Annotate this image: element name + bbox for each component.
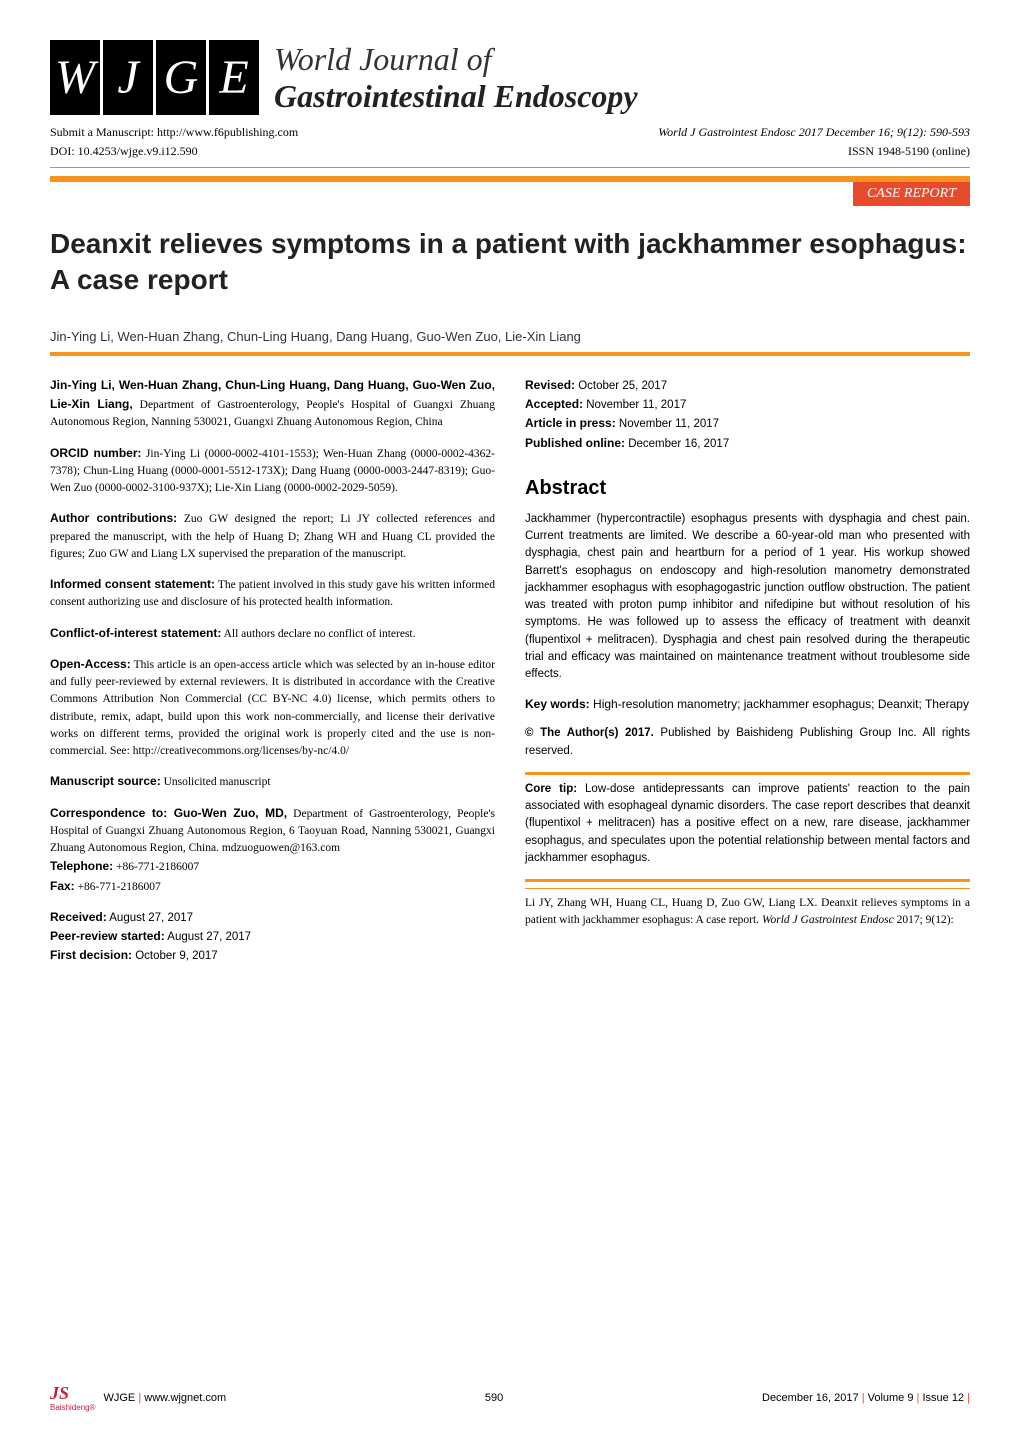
openaccess-block: Open-Access: This article is an open-acc… — [50, 655, 495, 761]
logo-letter: E — [209, 40, 259, 115]
publisher-logo: JS Baishideng® — [50, 1383, 95, 1412]
conflict-block: Conflict-of-interest statement: All auth… — [50, 624, 495, 643]
inpress-label: Article in press: — [525, 416, 616, 430]
logo-letter: J — [103, 40, 153, 115]
article-title: Deanxit relieves symptoms in a patient w… — [50, 226, 970, 299]
dates-block-right: Revised: October 25, 2017 Accepted: Nove… — [525, 376, 970, 453]
keywords-text: High-resolution manometry; jackhammer es… — [590, 697, 969, 711]
ms-source-label: Manuscript source: — [50, 774, 161, 788]
decision-label: First decision: — [50, 948, 132, 962]
received-label: Received: — [50, 910, 107, 924]
footer-journal: WJGE | www.wjgnet.com — [103, 1392, 226, 1404]
correspondence-block: Correspondence to: Guo-Wen Zuo, MD, Depa… — [50, 804, 495, 896]
citation-block: Li JY, Zhang WH, Huang CL, Huang D, Zuo … — [525, 895, 970, 930]
coretip-text: Low-dose antidepressants can improve pat… — [525, 783, 970, 864]
published-label: Published online: — [525, 436, 625, 450]
orcid-label: ORCID number: — [50, 446, 142, 460]
title-divider — [50, 352, 970, 356]
keywords-label: Key words: — [525, 697, 590, 711]
revised-text: October 25, 2017 — [575, 380, 667, 392]
openaccess-label: Open-Access: — [50, 657, 131, 671]
meta-row-2: DOI: 10.4253/wjge.v9.i12.590 ISSN 1948-5… — [50, 144, 970, 159]
meta-row-1: Submit a Manuscript: http://www.f6publis… — [50, 125, 970, 140]
right-column: Revised: October 25, 2017 Accepted: Nove… — [525, 376, 970, 966]
copyright-block: © The Author(s) 2017. Published by Baish… — [525, 725, 970, 760]
publisher-brand: Baishideng® — [50, 1403, 95, 1412]
conflict-text: All authors declare no conflict of inter… — [221, 628, 415, 640]
decision-text: October 9, 2017 — [132, 950, 218, 962]
article-type-text: CASE REPORT — [853, 182, 970, 206]
footer-left: JS Baishideng® WJGE | www.wjgnet.com — [50, 1383, 226, 1412]
fax-text: +86-771-2186007 — [75, 881, 161, 893]
page-number: 590 — [485, 1392, 503, 1404]
doi-text: DOI: 10.4253/wjge.v9.i12.590 — [50, 144, 198, 159]
tel-label: Telephone: — [50, 859, 113, 873]
coretip-label: Core tip: — [525, 783, 577, 795]
keywords-block: Key words: High-resolution manometry; ja… — [525, 695, 970, 713]
peer-label: Peer-review started: — [50, 929, 165, 943]
contributions-block: Author contributions: Zuo GW designed th… — [50, 509, 495, 563]
consent-label: Informed consent statement: — [50, 577, 215, 591]
page-footer: JS Baishideng® WJGE | www.wjgnet.com 590… — [50, 1383, 970, 1412]
abstract-heading: Abstract — [525, 473, 970, 503]
conflict-label: Conflict-of-interest statement: — [50, 626, 221, 640]
logo-letter: G — [156, 40, 206, 115]
received-text: August 27, 2017 — [107, 912, 193, 924]
ms-source-text: Unsolicited manuscript — [161, 776, 271, 788]
accepted-label: Accepted: — [525, 397, 583, 411]
coretip-top-divider — [525, 772, 970, 775]
published-text: December 16, 2017 — [625, 438, 729, 450]
footer-right: December 16, 2017 | Volume 9 | Issue 12 … — [762, 1392, 970, 1404]
affiliation-authors: Jin-Ying Li, Wen-Huan Zhang, Chun-Ling H… — [50, 378, 495, 411]
citation-text: World J Gastrointest Endosc 2017 Decembe… — [658, 125, 970, 140]
authors-list: Jin-Ying Li, Wen-Huan Zhang, Chun-Ling H… — [50, 329, 970, 344]
header-divider — [50, 167, 970, 168]
tel-text: +86-771-2186007 — [113, 861, 199, 873]
journal-logo: W J G E — [50, 40, 259, 115]
citation-divider — [525, 888, 970, 889]
ms-source-block: Manuscript source: Unsolicited manuscrip… — [50, 772, 495, 791]
coretip-block: Core tip: Low-dose antidepressants can i… — [525, 781, 970, 867]
corr-label: Correspondence to: Guo-Wen Zuo, MD, — [50, 806, 287, 820]
journal-title: World Journal of Gastrointestinal Endosc… — [274, 41, 638, 115]
logo-letter: W — [50, 40, 100, 115]
article-type-badge: CASE REPORT — [50, 182, 970, 206]
consent-block: Informed consent statement: The patient … — [50, 575, 495, 612]
copyright-label: © The Author(s) 2017. — [525, 727, 654, 739]
inpress-text: November 11, 2017 — [616, 418, 719, 430]
peer-text: August 27, 2017 — [165, 931, 251, 943]
issn-text: ISSN 1948-5190 (online) — [848, 144, 970, 159]
contrib-label: Author contributions: — [50, 511, 177, 525]
submit-link: Submit a Manuscript: http://www.f6publis… — [50, 125, 298, 140]
orcid-block: ORCID number: Jin-Ying Li (0000-0002-410… — [50, 444, 495, 498]
journal-title-line1: World Journal of — [274, 41, 638, 78]
dates-block-left: Received: August 27, 2017 Peer-review st… — [50, 908, 495, 966]
journal-header: W J G E World Journal of Gastrointestina… — [50, 40, 970, 115]
coretip-bottom-divider — [525, 879, 970, 882]
fax-label: Fax: — [50, 879, 75, 893]
revised-label: Revised: — [525, 378, 575, 392]
openaccess-text: This article is an open-access article w… — [50, 659, 495, 757]
affiliation: Jin-Ying Li, Wen-Huan Zhang, Chun-Ling H… — [50, 376, 495, 432]
left-column: Jin-Ying Li, Wen-Huan Zhang, Chun-Ling H… — [50, 376, 495, 966]
logo-icon: JS — [50, 1383, 80, 1403]
journal-title-line2: Gastrointestinal Endoscopy — [274, 78, 638, 115]
abstract-text: Jackhammer (hypercontractile) esophagus … — [525, 511, 970, 684]
accepted-text: November 11, 2017 — [583, 399, 686, 411]
content-columns: Jin-Ying Li, Wen-Huan Zhang, Chun-Ling H… — [50, 376, 970, 966]
